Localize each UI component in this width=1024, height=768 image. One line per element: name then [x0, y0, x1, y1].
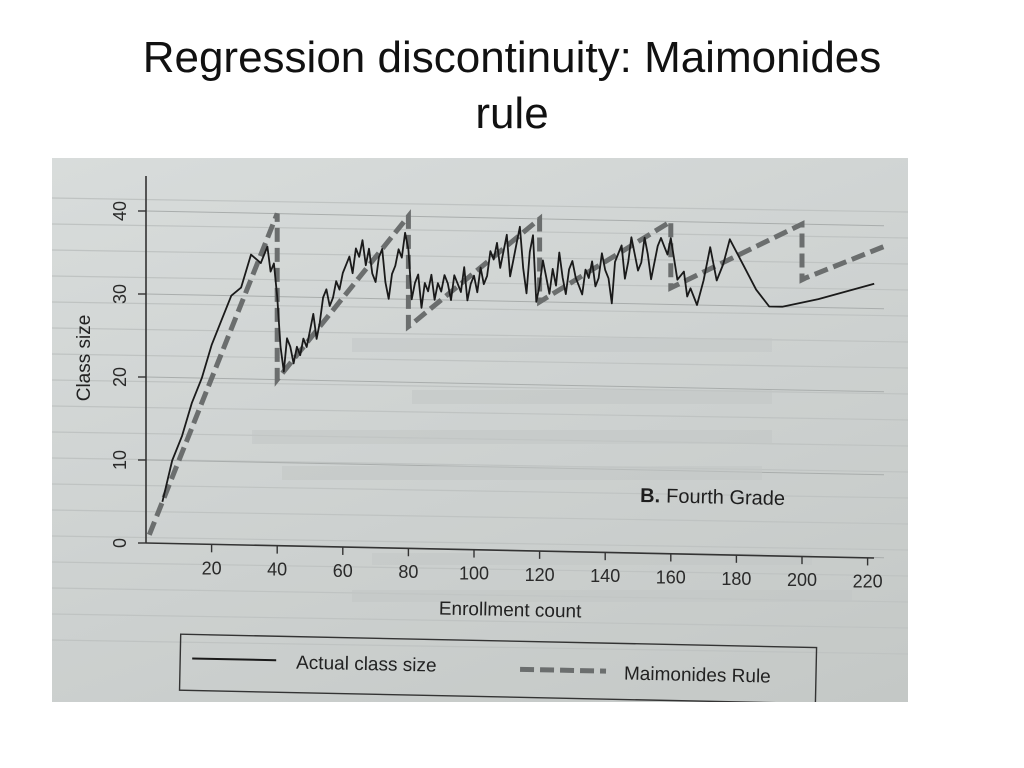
series-line-maimonides-rule [146, 209, 885, 536]
x-tick-label: 80 [398, 562, 418, 582]
x-tick-label: 160 [656, 567, 686, 587]
gridline-y [145, 376, 885, 393]
y-tick-label: 0 [110, 538, 130, 548]
x-tick-label: 220 [853, 571, 883, 591]
paper-line [52, 197, 908, 213]
background-paper-lines [52, 197, 908, 655]
x-axis-ticks: 20 40 60 80 100 120 140 160 180 200 220 [202, 544, 883, 591]
ghost-bleed-through-text [252, 338, 852, 602]
x-axis-title: Enrollment count [439, 599, 583, 623]
paper-line [52, 223, 908, 239]
paper-line [52, 639, 908, 655]
slide-title-line-1: Regression discontinuity: Maimonides [142, 33, 882, 82]
legend-label-actual: Actual class size [296, 653, 437, 677]
paper-line [52, 405, 908, 421]
x-tick-label: 200 [787, 570, 817, 590]
x-tick-label: 100 [459, 564, 489, 584]
paper-line [52, 353, 908, 369]
paper-line [52, 561, 908, 577]
legend: Actual class size Maimonides Rule [178, 633, 818, 702]
x-tick-label: 140 [590, 566, 620, 586]
paper-line [52, 613, 908, 629]
y-tick-label: 30 [110, 284, 130, 304]
x-tick-label: 20 [202, 558, 222, 578]
paper-line [52, 483, 908, 499]
legend-label-maimonides: Maimonides Rule [624, 664, 771, 688]
slide-title: Regression discontinuity: Maimonides rul… [40, 30, 984, 142]
panel-label-bold: B. [640, 485, 660, 507]
legend-swatch-actual [192, 657, 277, 662]
x-tick-label: 40 [267, 560, 287, 580]
paper-line [52, 535, 908, 551]
y-tick-label: 10 [110, 450, 130, 470]
panel-label: B. Fourth Grade [640, 485, 785, 510]
series-layer [146, 209, 885, 536]
slide-title-line-2: rule [475, 89, 549, 138]
y-axis-title: Class size [74, 315, 95, 402]
paper-line [52, 301, 908, 317]
panel-label-text: Fourth Grade [666, 486, 785, 510]
x-tick-label: 180 [721, 569, 751, 589]
x-axis-line [145, 542, 875, 559]
paper-line [52, 509, 908, 525]
x-tick-label: 60 [333, 561, 353, 581]
gridline-y [145, 293, 885, 310]
paper-line [52, 457, 908, 473]
x-tick-label: 120 [525, 565, 555, 585]
y-axis-ticks: 0 10 20 30 40 [110, 201, 146, 548]
chart-photo: 0 10 20 30 40 20 40 60 80 100 120 140 160 180 200 220 … [52, 158, 908, 702]
y-tick-label: 20 [110, 367, 130, 387]
legend-box [178, 633, 818, 702]
gridline-y [145, 210, 885, 227]
paper-line [52, 249, 908, 265]
y-tick-label: 40 [110, 201, 130, 221]
legend-swatch-maimonides [519, 666, 607, 674]
series-line-actual-class-size [161, 225, 875, 503]
paper-line [52, 275, 908, 291]
